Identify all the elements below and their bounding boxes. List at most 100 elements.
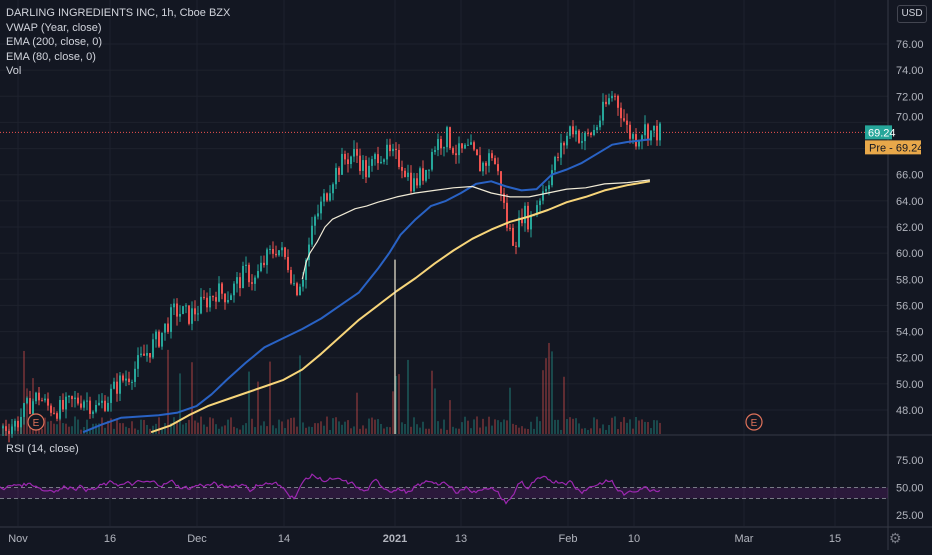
candle-body (134, 368, 136, 382)
volume-bar (200, 416, 202, 434)
time-axis-tick: Dec (187, 533, 207, 545)
candle-body (227, 300, 229, 303)
candle-body (584, 132, 586, 142)
volume-bar (656, 420, 658, 434)
candle-body (416, 178, 418, 186)
candle-body (32, 401, 34, 414)
candle-body (8, 430, 10, 434)
candle-body (593, 130, 595, 136)
volume-bar (488, 416, 490, 434)
candle-body (17, 420, 19, 428)
time-axis-tick: 14 (278, 533, 290, 545)
candle-body (5, 426, 7, 431)
volume-bar (425, 428, 427, 434)
candle-body (431, 151, 433, 170)
rsi-legend: RSI (14, close) (6, 443, 79, 455)
volume-bar (263, 421, 265, 434)
candle-body (617, 95, 619, 108)
currency-button[interactable]: USD (897, 5, 927, 23)
candle-body (95, 404, 97, 412)
volume-bar (209, 417, 211, 434)
volume-bar (221, 426, 223, 434)
volume-bar (410, 426, 412, 434)
volume-bar (344, 421, 346, 434)
candle-body (467, 144, 469, 146)
volume-bar (431, 370, 433, 434)
candle-body (323, 193, 325, 202)
candle-body (341, 153, 343, 175)
volume-bar (608, 425, 610, 434)
candle-body (269, 248, 271, 250)
candle-body (521, 217, 523, 224)
candle-body (446, 127, 448, 148)
price-axis-tick: 56.00 (896, 300, 924, 312)
volume-bar (353, 426, 355, 434)
candle-body (404, 170, 406, 177)
volume-bar (158, 417, 160, 434)
candle-body (254, 277, 256, 284)
candle-body (290, 270, 292, 284)
candle-body (161, 332, 163, 347)
volume-bar (281, 421, 283, 434)
volume-bar (161, 428, 163, 434)
candle-body (458, 143, 460, 156)
volume-bar (362, 425, 364, 434)
volume-bar (185, 422, 187, 434)
volume-bar (164, 423, 166, 434)
volume-bar (617, 429, 619, 434)
volume-bar (524, 428, 526, 434)
volume-bar (314, 423, 316, 434)
candle-body (188, 305, 190, 324)
candle-body (449, 127, 451, 149)
candle-body (215, 297, 217, 302)
candle-body (470, 142, 472, 145)
candle-body (233, 283, 235, 296)
candle-body (299, 286, 301, 296)
settings-gear-icon[interactable]: ⚙ (889, 530, 902, 546)
candle-body (101, 400, 103, 403)
candle-body (578, 130, 580, 143)
volume-bar (308, 426, 310, 434)
volume-bar (422, 421, 424, 434)
candle-body (659, 123, 661, 141)
candle-body (371, 159, 373, 166)
candle-body (149, 353, 151, 358)
volume-bar (605, 429, 607, 434)
volume-bar (194, 420, 196, 434)
candle-body (305, 259, 307, 280)
candle-body (563, 142, 565, 146)
volume-bar (509, 387, 511, 434)
candle-body (131, 381, 133, 383)
volume-bar (443, 419, 445, 434)
candle-body (317, 213, 319, 217)
volume-bar (242, 425, 244, 434)
candle-body (368, 165, 370, 178)
volume-bar (548, 342, 550, 434)
candle-body (29, 398, 31, 414)
volume-bar (113, 428, 115, 434)
candle-body (524, 205, 526, 224)
symbol-title: DARLING INGREDIENTS INC, 1h, Cboe BZX (6, 7, 231, 19)
candle-body (392, 148, 394, 152)
candle-body (572, 126, 574, 135)
candle-body (638, 140, 640, 147)
volume-bar (404, 423, 406, 434)
rsi-axis-tick: 75.00 (896, 455, 924, 467)
volume-bar (323, 425, 325, 434)
volume-bar (206, 426, 208, 434)
volume-bar (446, 429, 448, 434)
candle-body (293, 283, 295, 285)
time-axis-tick: Mar (735, 533, 754, 545)
volume-bar (272, 425, 274, 434)
volume-bar (470, 428, 472, 434)
candle-body (344, 153, 346, 160)
pre-price-badge-text: Pre - 69.24 (869, 142, 923, 154)
price-axis-tick: 72.00 (896, 91, 924, 103)
volume-bar (512, 423, 514, 434)
volume-bar (191, 362, 193, 434)
candle-body (602, 101, 604, 121)
candle-body (230, 295, 232, 301)
candle-body (566, 135, 568, 146)
